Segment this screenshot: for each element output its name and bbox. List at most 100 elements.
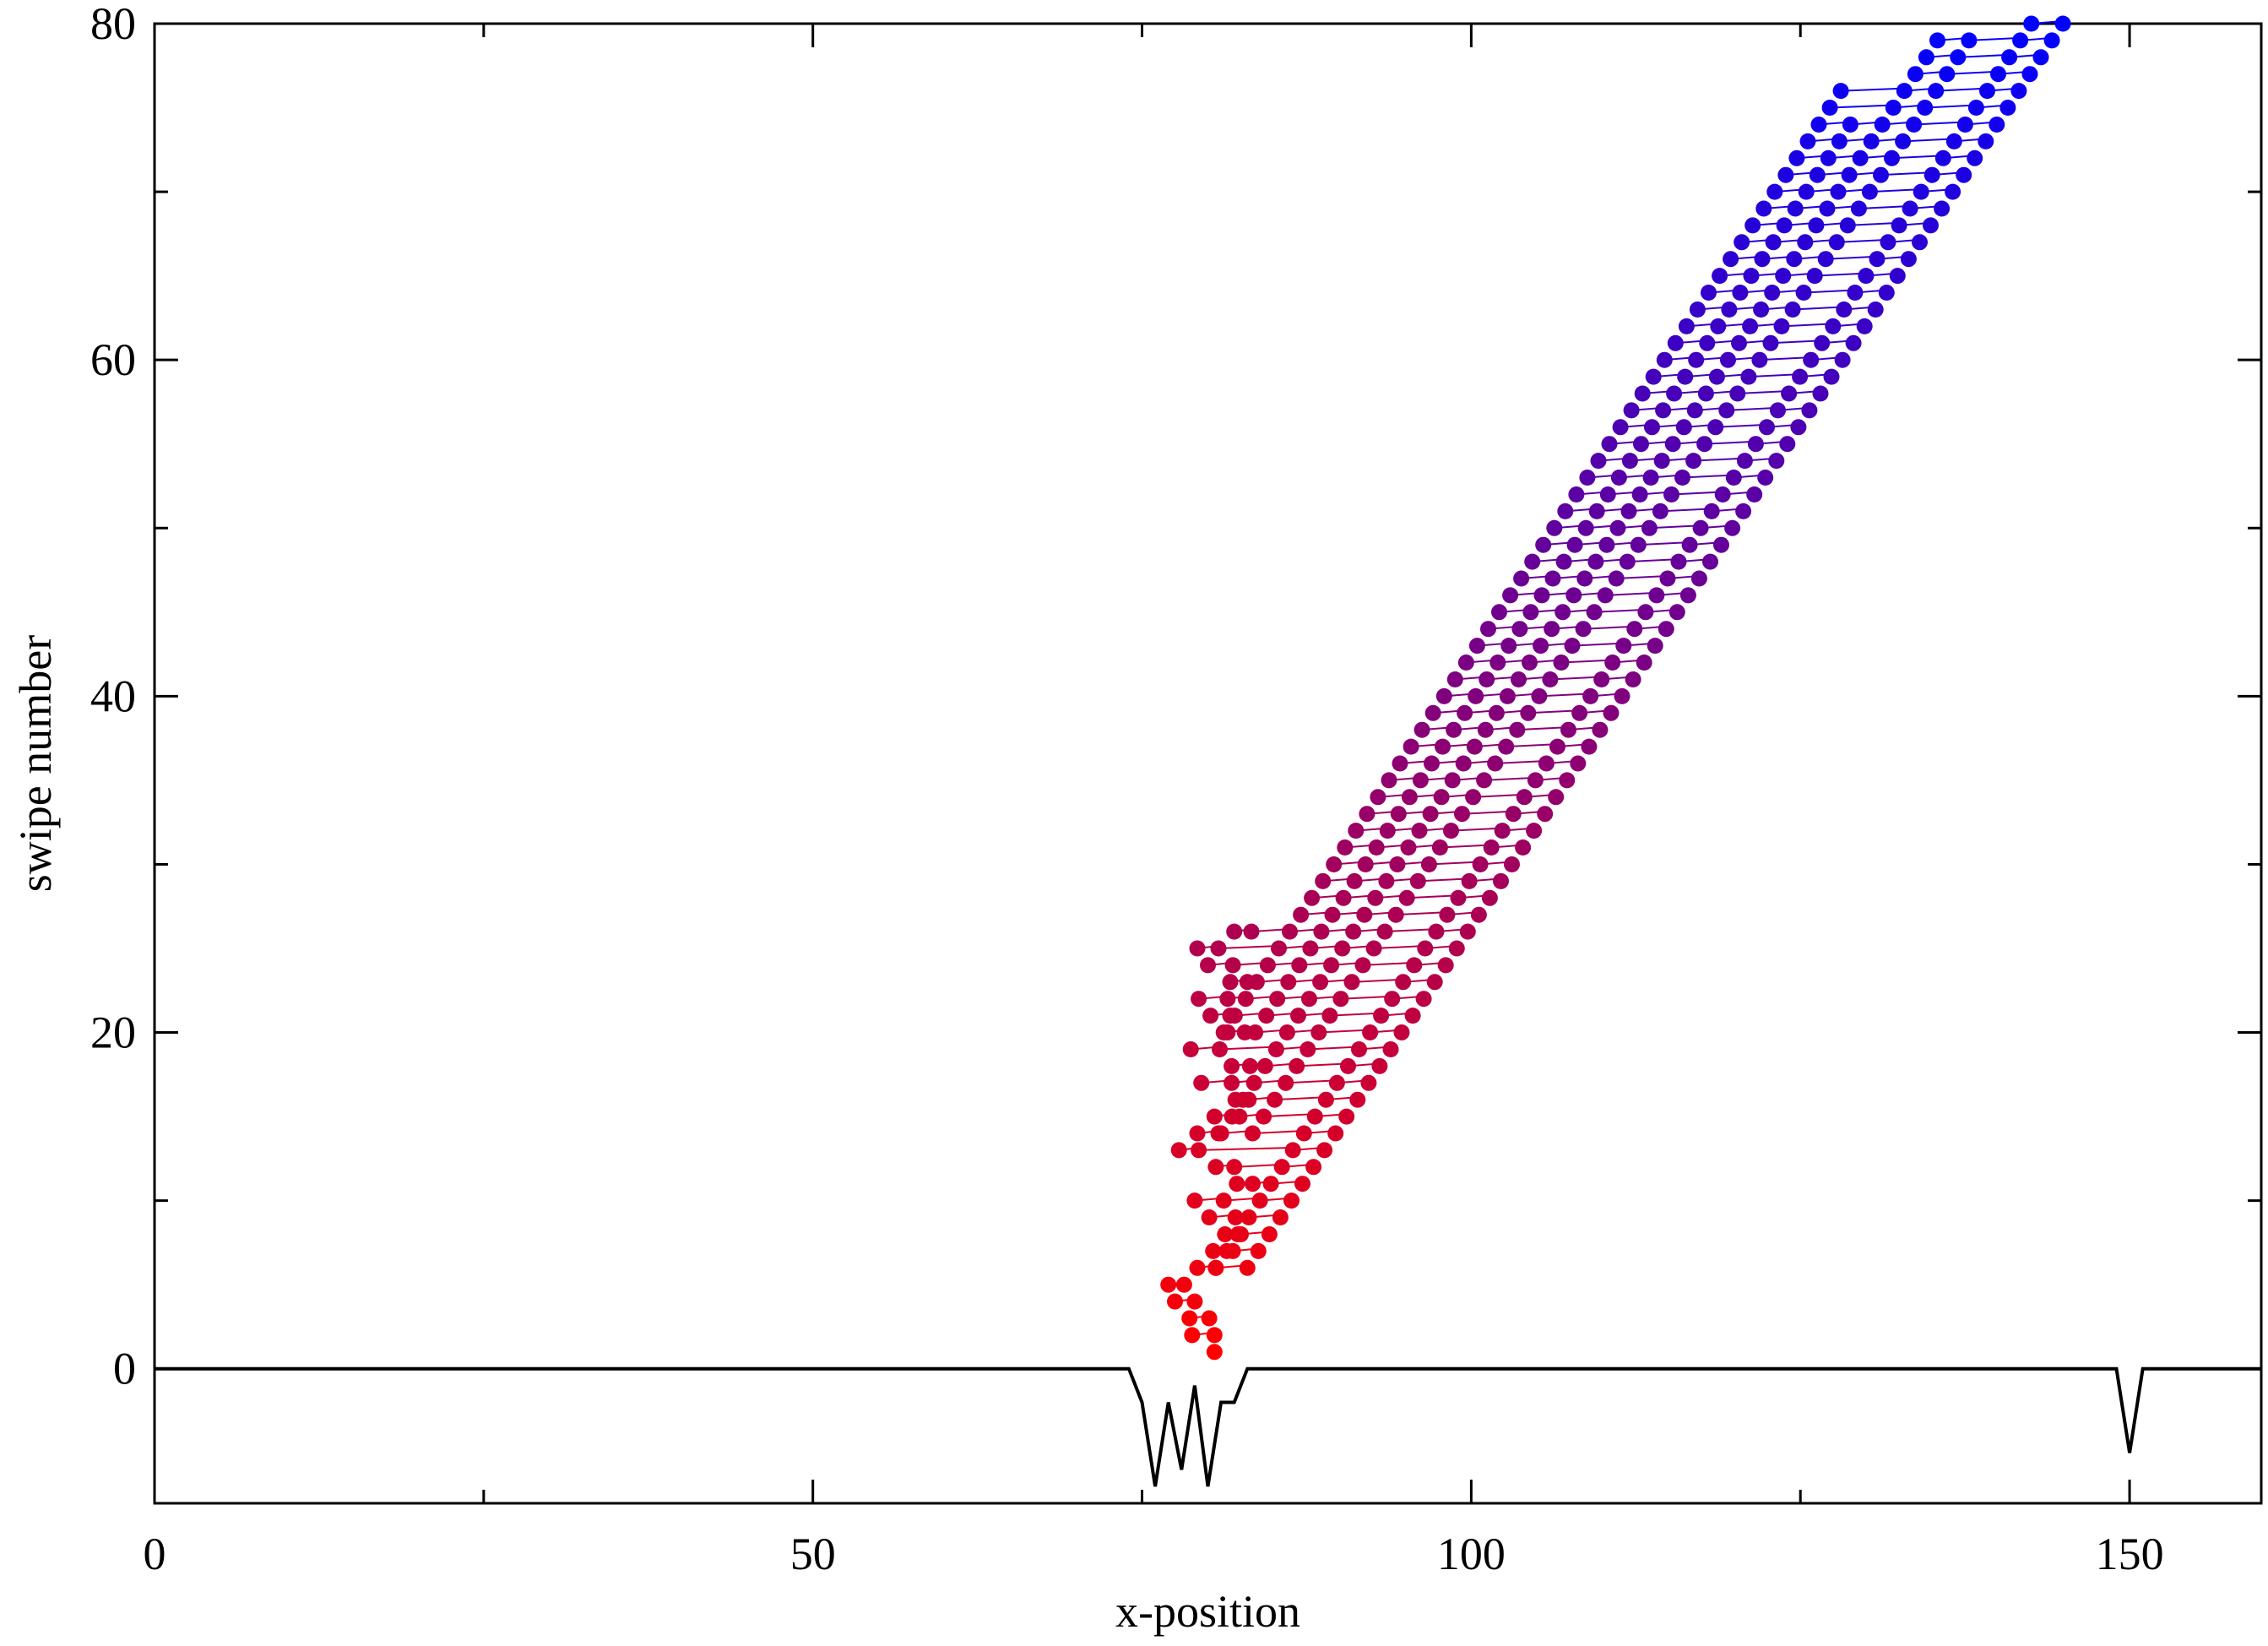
data-point	[1906, 117, 1923, 133]
data-point	[1603, 704, 1620, 721]
data-point	[1435, 687, 1452, 704]
data-point	[1367, 889, 1384, 906]
data-point	[1619, 553, 1636, 570]
data-point	[1294, 1176, 1310, 1192]
data-point	[1224, 1074, 1240, 1091]
data-point	[1823, 368, 1840, 385]
axis-ticks	[153, 22, 2261, 1503]
connector-line	[1296, 1062, 1348, 1067]
data-point	[1494, 823, 1511, 839]
data-point	[1645, 368, 1662, 385]
data-point	[1945, 133, 1962, 149]
data-point	[1259, 957, 1276, 974]
data-point	[1668, 604, 1685, 621]
data-point	[1817, 251, 1834, 268]
data-point	[1412, 772, 1429, 789]
data-point	[1454, 806, 1470, 823]
data-point	[1301, 991, 1317, 1008]
connector-line	[1198, 1146, 1294, 1151]
data-point	[1576, 570, 1593, 587]
data-point	[1754, 251, 1771, 268]
data-point	[1488, 704, 1505, 721]
data-point	[1446, 671, 1463, 687]
data-point	[1582, 687, 1599, 704]
data-point	[1182, 1041, 1199, 1057]
data-point	[1448, 940, 1465, 957]
connector-line	[1858, 205, 1911, 209]
data-point	[1729, 385, 1746, 402]
data-point	[1251, 1192, 1268, 1209]
connector-line	[1671, 491, 1723, 496]
data-point	[1327, 1125, 1344, 1142]
data-point	[1655, 402, 1672, 419]
data-point	[1542, 671, 1559, 687]
data-point	[1593, 671, 1610, 687]
data-point	[1206, 1327, 1223, 1344]
data-point	[1487, 755, 1504, 772]
data-point	[1566, 536, 1583, 553]
connector-line	[1594, 608, 1646, 613]
data-point	[1409, 872, 1426, 889]
data-point	[1714, 486, 1731, 502]
data-point	[1241, 1057, 1258, 1074]
data-point	[1345, 923, 1362, 940]
data-point	[1362, 1024, 1379, 1040]
connector-line	[1583, 625, 1635, 630]
data-point	[1229, 1176, 1245, 1192]
data-point	[1284, 1142, 1301, 1159]
data-point	[1483, 839, 1500, 856]
data-point	[1305, 1159, 1322, 1176]
data-point	[1504, 856, 1520, 872]
data-point	[1278, 1024, 1295, 1040]
data-point	[1560, 721, 1576, 738]
data-point	[1834, 351, 1851, 368]
data-point	[1351, 1041, 1367, 1057]
data-point	[1599, 486, 1616, 502]
data-point	[1191, 991, 1207, 1008]
data-point	[1538, 755, 1555, 772]
data-point	[1746, 486, 1763, 502]
data-point	[1338, 1108, 1355, 1125]
data-point	[1636, 655, 1652, 671]
data-point	[1360, 1074, 1377, 1091]
data-point	[1967, 100, 1984, 116]
data-point	[1766, 183, 1783, 200]
data-point	[1524, 553, 1541, 570]
y-tick-label: 20	[90, 1008, 136, 1058]
data-point	[1858, 268, 1875, 285]
data-point	[1243, 923, 1260, 940]
data-point	[1219, 1024, 1236, 1040]
data-point	[1533, 587, 1550, 604]
connector-line	[1219, 1046, 1277, 1051]
data-point	[1798, 183, 1815, 200]
data-point	[1248, 974, 1265, 991]
connector-line	[1781, 323, 1833, 328]
data-point	[1206, 1108, 1223, 1125]
data-point	[1212, 1041, 1228, 1057]
data-point	[1626, 621, 1643, 638]
data-point	[1189, 940, 1206, 957]
connector-line	[1517, 726, 1569, 731]
data-point	[1867, 301, 1884, 318]
data-point	[1387, 906, 1404, 923]
data-point	[1457, 655, 1474, 671]
data-point	[1990, 66, 2006, 83]
data-point	[1598, 536, 1615, 553]
data-point	[1472, 856, 1489, 872]
data-point	[1226, 1159, 1243, 1176]
data-point	[1537, 806, 1554, 823]
y-tick-label: 80	[90, 0, 136, 49]
data-point	[1681, 536, 1698, 553]
data-point	[1710, 318, 1727, 334]
connector-line	[1715, 423, 1767, 428]
data-point	[1713, 536, 1729, 553]
data-point	[1604, 655, 1621, 671]
connector-line	[1737, 390, 1789, 394]
data-point	[1667, 334, 1684, 351]
connector-line	[1682, 474, 1734, 479]
data-point	[1205, 1242, 1222, 1259]
connector-line	[1396, 911, 1447, 916]
data-point	[1601, 436, 1618, 453]
y-axis-label: swipe number	[10, 635, 61, 892]
data-point	[1587, 553, 1604, 570]
